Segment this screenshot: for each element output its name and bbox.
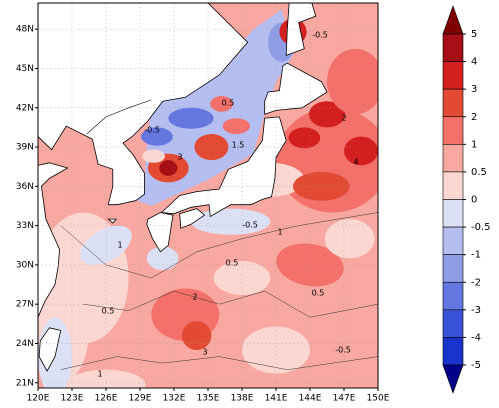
shading — [210, 95, 233, 112]
colorbar-label: 0.5 — [471, 167, 487, 178]
x-tick-label: 132E — [163, 394, 186, 404]
colorbar-label: 3 — [471, 84, 477, 95]
x-tick-label: 120E — [27, 394, 50, 404]
contour-label: -0.5 — [242, 221, 258, 230]
colorbar-box — [442, 33, 464, 62]
x-tick-label: 135E — [197, 394, 220, 404]
contour-label: 4 — [353, 158, 358, 167]
colorbar-box — [442, 281, 464, 311]
contour-label: 0.5 — [312, 289, 325, 298]
y-tick-label: 21N — [16, 378, 34, 388]
y-tick-label: 24N — [16, 339, 34, 349]
colorbar-box — [442, 144, 464, 173]
y-tick-label: 45N — [16, 64, 34, 74]
y-tick-label: 36N — [16, 182, 34, 192]
land — [107, 218, 118, 224]
colorbar-label: -3 — [471, 305, 481, 316]
colorbar-label: -4 — [471, 332, 481, 343]
shading — [293, 171, 350, 201]
shading — [191, 208, 271, 235]
contour-label: 0.5 — [226, 259, 239, 268]
y-tick-label: 30N — [16, 260, 34, 270]
contour-label: -0.5 — [312, 31, 328, 40]
colorbar-box — [442, 226, 464, 255]
land — [264, 62, 328, 115]
colorbar-label: 2 — [471, 112, 477, 123]
land — [285, 3, 317, 56]
colorbar-box — [442, 199, 464, 228]
colorbar-label: 5 — [471, 29, 477, 40]
contour-label: 3 — [177, 153, 182, 162]
contour-label: -0.5 — [144, 126, 160, 135]
contour-label: 1 — [97, 370, 102, 379]
colorbar-label: 4 — [471, 57, 477, 68]
colorbar-box — [442, 171, 464, 200]
colorbar-label: -0.5 — [471, 222, 491, 233]
shading — [141, 127, 173, 146]
colorbar-box — [442, 88, 464, 118]
colorbar-box — [442, 337, 464, 366]
contour-label: 0.5 — [102, 307, 115, 316]
x-tick-label: 147E — [333, 394, 356, 404]
shading — [344, 136, 378, 166]
shading — [66, 369, 146, 388]
contour-label: 3 — [202, 348, 207, 357]
colorbar-box — [442, 254, 464, 283]
shading — [142, 149, 165, 163]
colorbar-label: 0 — [471, 195, 477, 206]
contour-label: 0.5 — [222, 99, 235, 108]
x-tick-label: 129E — [129, 394, 152, 404]
contour-label: 1 — [117, 241, 122, 250]
map-area — [38, 3, 378, 388]
x-tick-label: 126E — [95, 394, 118, 404]
x-tick-label: 144E — [299, 394, 322, 404]
land — [38, 162, 69, 318]
x-tick-label: 138E — [231, 394, 254, 404]
shading — [213, 260, 271, 296]
x-tick-label: 123E — [61, 394, 84, 404]
shading — [146, 246, 179, 271]
land — [160, 116, 287, 218]
shading — [194, 133, 229, 161]
colorbar-extend — [442, 5, 464, 35]
colorbar-box — [442, 116, 464, 145]
shading — [288, 127, 321, 149]
colorbar-extend — [442, 364, 464, 394]
contour-label: 1.5 — [232, 141, 245, 150]
shading — [222, 118, 250, 134]
shading — [181, 321, 212, 351]
shading — [324, 219, 375, 259]
colorbar-label: -5 — [471, 360, 481, 371]
y-tick-label: 39N — [16, 143, 34, 153]
y-tick-label: 48N — [16, 25, 34, 35]
y-tick-label: 42N — [16, 103, 34, 113]
colorbar-label: 1 — [471, 139, 477, 150]
land — [38, 3, 249, 206]
colorbar-label: -1 — [471, 250, 481, 261]
contour-label: 1 — [277, 228, 282, 237]
colorbar-label: -2 — [471, 277, 481, 288]
x-tick-label: 141E — [265, 394, 288, 404]
shading — [327, 48, 378, 115]
contour-line — [83, 290, 378, 318]
shading — [80, 225, 132, 265]
y-tick-label: 33N — [16, 221, 34, 231]
shading — [168, 107, 214, 129]
x-tick-label: 150E — [367, 394, 390, 404]
shading — [242, 326, 310, 374]
shading — [308, 101, 346, 128]
colorbar-box — [442, 61, 464, 90]
contour-label: 2 — [341, 114, 346, 123]
contour-line — [60, 356, 378, 370]
shading — [159, 160, 178, 176]
contour-label: -0.5 — [335, 346, 351, 355]
land — [179, 208, 206, 229]
land — [38, 327, 62, 372]
colorbar-box — [442, 309, 464, 338]
contour-label: 2 — [192, 293, 197, 302]
y-tick-label: 27N — [16, 300, 34, 310]
